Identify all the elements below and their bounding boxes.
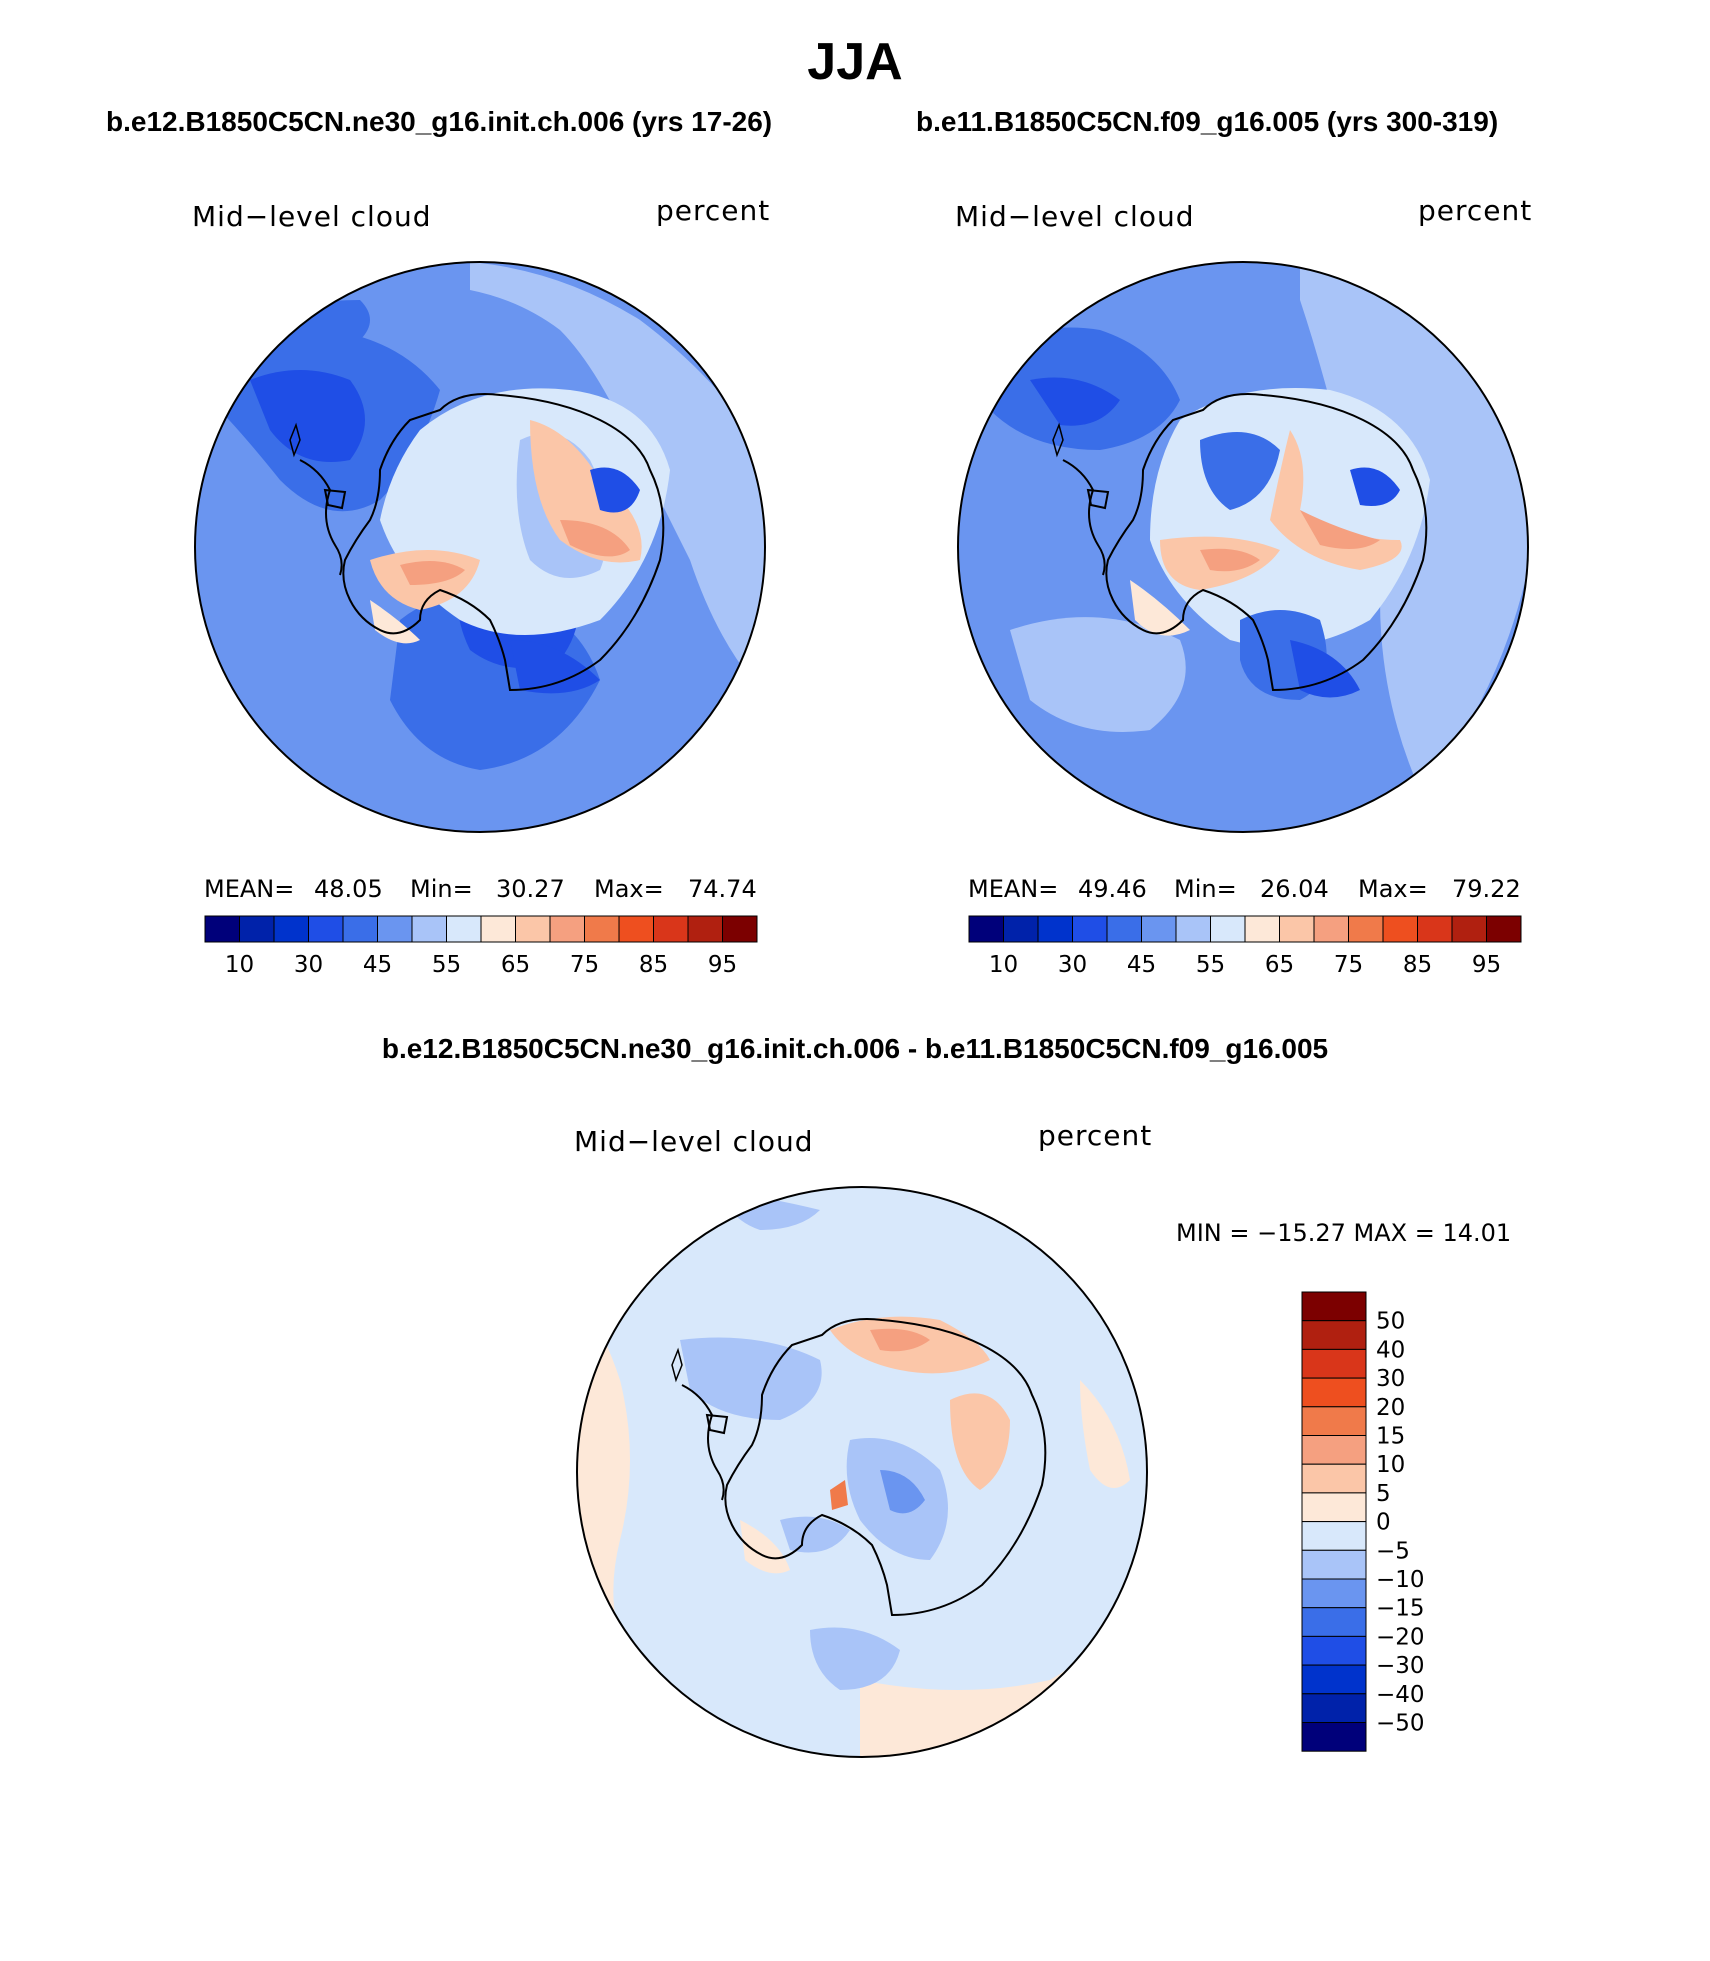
diff-colorbar-swatch	[1301, 1635, 1367, 1666]
case1-colorbar-tick-label: 10	[225, 952, 254, 978]
case1-title: b.e12.B1850C5CN.ne30_g16.init.ch.006 (yr…	[106, 106, 773, 137]
diff-colorbar-swatch	[1301, 1348, 1367, 1379]
case1-colorbar-tick-label: 95	[708, 952, 737, 978]
diff-colorbar-tick-label: 30	[1376, 1366, 1405, 1392]
case1-colorbar-swatch	[618, 915, 654, 943]
case1-max-label: Max=	[594, 875, 664, 903]
case1-colorbar-swatch	[377, 915, 413, 943]
case2-colorbar-swatch	[1175, 915, 1211, 943]
diff-colorbar-tick-label: −50	[1376, 1711, 1425, 1737]
case2-colorbar-tick-label: 45	[1127, 952, 1156, 978]
case1-colorbar-swatch	[687, 915, 723, 943]
diff-title: b.e12.B1850C5CN.ne30_g16.init.ch.006 - b…	[381, 1033, 1329, 1064]
diff-colorbar-tick-label: −10	[1376, 1567, 1425, 1593]
case1-colorbar-swatch	[204, 915, 240, 943]
case2-colorbar-tick-label: 30	[1058, 952, 1087, 978]
case2-mean-label: MEAN=	[968, 875, 1059, 903]
diff-colorbar-swatch	[1301, 1406, 1367, 1437]
diff-colorbar-tick-label: −30	[1376, 1653, 1425, 1679]
diff-colorbar-swatch	[1301, 1693, 1367, 1723]
page-title: JJA	[807, 33, 903, 91]
diff-colorbar-tick-label: 20	[1376, 1395, 1405, 1421]
case2-colorbar-swatch	[1417, 915, 1453, 943]
case1-colorbar-tick-label: 65	[501, 952, 530, 978]
diff-colorbar-tick-label: 0	[1376, 1510, 1391, 1536]
case1-min-label: Min=	[410, 875, 473, 903]
case2-variable-label: Mid−level cloud	[955, 200, 1195, 233]
case2-colorbar-swatch	[1451, 915, 1487, 943]
diff-colorbar-swatch	[1301, 1549, 1367, 1580]
case1-colorbar-tick-label: 45	[363, 952, 392, 978]
diff-colorbar-swatch	[1301, 1578, 1367, 1609]
case1-colorbar-swatch	[480, 915, 516, 943]
case2-mean-value: 49.46	[1078, 875, 1147, 903]
case2-colorbar-swatch	[1106, 915, 1142, 943]
case1-mean-label: MEAN=	[204, 875, 295, 903]
diff-colorbar-tick-label: −15	[1376, 1596, 1425, 1622]
case2-units-label: percent	[1418, 194, 1533, 227]
diff-colorbar-swatch	[1301, 1463, 1367, 1494]
case2-colorbar-tick-label: 10	[989, 952, 1018, 978]
case2-colorbar-tick-label: 55	[1196, 952, 1225, 978]
diff-units-label: percent	[1038, 1119, 1153, 1152]
diff-colorbar-swatch	[1301, 1521, 1367, 1551]
diff-colorbar-tick-label: −5	[1376, 1538, 1410, 1564]
diff-variable-label: Mid−level cloud	[574, 1125, 814, 1158]
case2-colorbar-tick-label: 75	[1334, 952, 1363, 978]
case1-colorbar-swatch	[549, 915, 585, 943]
case2-colorbar-swatch	[1141, 915, 1177, 943]
case1-variable-label: Mid−level cloud	[192, 200, 432, 233]
case1-min-value: 30.27	[496, 875, 565, 903]
diff-colorbar-swatch	[1301, 1664, 1367, 1695]
diff-colorbar-swatch	[1301, 1435, 1367, 1465]
case1-colorbar-tick-label: 30	[294, 952, 323, 978]
case1-colorbar-swatch	[411, 915, 447, 943]
case1-colorbar-tick-label: 85	[639, 952, 668, 978]
case1-max-value: 74.74	[688, 875, 757, 903]
diff-colorbar-swatch	[1301, 1291, 1367, 1322]
case1-colorbar-tick-label: 75	[570, 952, 599, 978]
case2-min-value: 26.04	[1260, 875, 1329, 903]
case1-colorbar-swatch	[308, 915, 344, 943]
diff-colorbar-tick-label: 5	[1376, 1481, 1391, 1507]
case1-colorbar-swatch	[273, 915, 309, 943]
case1-colorbar-tick-label: 55	[432, 952, 461, 978]
case1-units-label: percent	[656, 194, 771, 227]
case2-min-label: Min=	[1174, 875, 1237, 903]
diff-colorbar-swatch	[1301, 1377, 1367, 1408]
diff-colorbar-swatch	[1301, 1492, 1367, 1523]
case2-max-value: 79.22	[1452, 875, 1521, 903]
case1-colorbar-swatch	[446, 915, 482, 943]
diff-colorbar-tick-label: 15	[1376, 1424, 1405, 1450]
diff-minmax-label: MIN = −15.27 MAX = 14.01	[1176, 1219, 1512, 1247]
case2-colorbar-swatch	[1037, 915, 1073, 943]
case1-colorbar-swatch	[515, 915, 551, 943]
diff-colorbar-tick-label: 40	[1376, 1337, 1405, 1363]
case1-colorbar-swatch	[722, 915, 758, 943]
diff-colorbar-tick-label: −40	[1376, 1682, 1425, 1708]
diff-colorbar-tick-label: 50	[1376, 1309, 1405, 1335]
case2-max-label: Max=	[1358, 875, 1428, 903]
diff-colorbar-swatch	[1301, 1722, 1367, 1752]
case2-colorbar-tick-label: 65	[1265, 952, 1294, 978]
case2-colorbar-swatch	[1313, 915, 1349, 943]
diff-colorbar-swatch	[1301, 1607, 1367, 1637]
diff-colorbar-tick-label: −20	[1376, 1624, 1425, 1650]
case1-colorbar-swatch	[584, 915, 620, 943]
case2-colorbar-tick-label: 95	[1472, 952, 1501, 978]
case2-title: b.e11.B1850C5CN.f09_g16.005 (yrs 300-319…	[916, 106, 1499, 137]
case2-colorbar-swatch	[1003, 915, 1039, 943]
diff-colorbar-swatch	[1301, 1320, 1367, 1350]
diff-colorbar-tick-label: 10	[1376, 1452, 1405, 1478]
case2-colorbar: 10 30 45 55 65 75 85 95	[968, 915, 1522, 978]
case2-colorbar-swatch	[1486, 915, 1522, 943]
case2-colorbar-tick-label: 85	[1403, 952, 1432, 978]
case1-mean-value: 48.05	[314, 875, 383, 903]
case1-colorbar: 10 30 45 55 65 75 85 95	[204, 915, 758, 978]
